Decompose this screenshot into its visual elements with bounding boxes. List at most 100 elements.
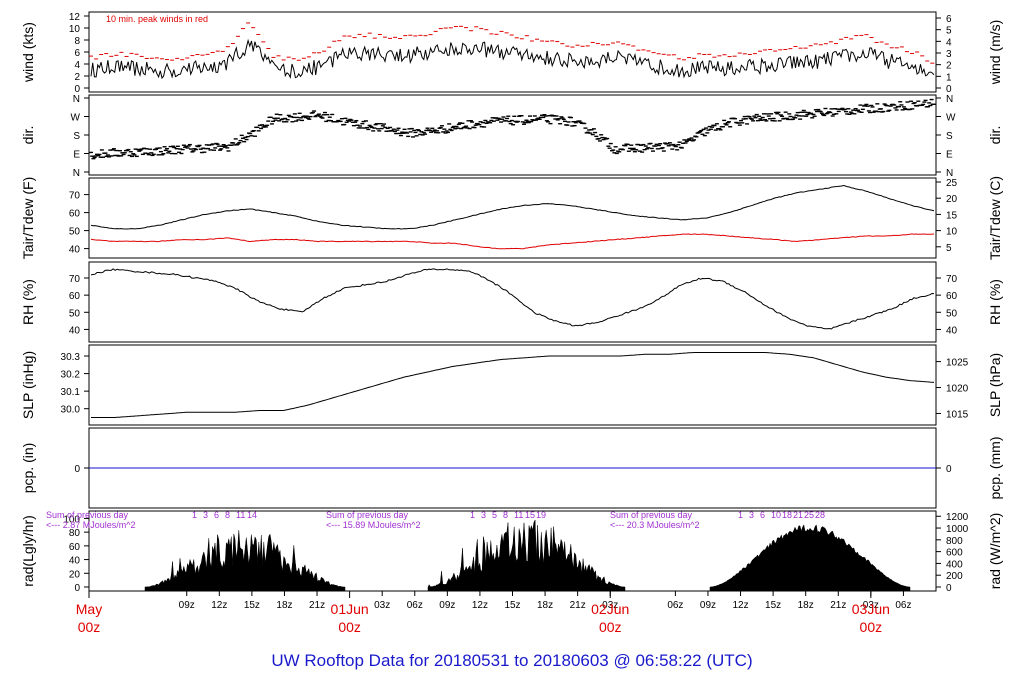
date-tick-hour: 00z (338, 619, 361, 635)
date-tick-day: 02Jun (591, 601, 629, 617)
hour-tick-label: 09z (439, 600, 455, 611)
right-tick-label-rad: 800 (946, 536, 963, 547)
right-tick-label-temp: 15 (946, 210, 958, 221)
right-axis-label-pcp: pcp. (mm) (987, 437, 1003, 500)
date-tick-hour: 00z (599, 619, 622, 635)
peak-wind-series (89, 22, 935, 64)
hour-tick-label: 09z (179, 600, 195, 611)
radiation-hour-label: 10 (771, 510, 781, 520)
panel-frame-temp (88, 177, 937, 259)
right-tick-label-rad: 400 (946, 559, 963, 570)
radiation-hour-label: 11 (514, 510, 523, 520)
hour-tick-label: 06z (895, 600, 911, 611)
radiation-hour-label: 3 (203, 510, 208, 520)
left-axis-label-rh: RH (%) (20, 279, 36, 325)
slp-series-0 (91, 352, 935, 418)
right-tick-label-rad: 1200 (946, 512, 969, 523)
left-tick-label-temp: 40 (69, 245, 81, 256)
right-tick-label-slp: 1025 (946, 358, 969, 369)
left-axis-label-temp: Tair/Tdew (F) (20, 177, 36, 259)
right-axis-label-temp: Tair/Tdew (C) (987, 176, 1003, 260)
right-tick-label-rh: 60 (946, 291, 958, 302)
hour-tick-label: 06z (667, 600, 683, 611)
panel-frame-slp (88, 344, 937, 426)
time-axis (88, 590, 936, 598)
right-tick-label-wind: 2 (946, 61, 952, 72)
radiation-area (144, 530, 346, 592)
left-tick-label-rh: 60 (69, 291, 81, 302)
left-tick-label-slp: 30.1 (61, 387, 81, 398)
right-tick-label-rad: 200 (946, 571, 963, 582)
hour-tick-label: 21z (309, 600, 325, 611)
panel-frame-wind (88, 11, 937, 93)
left-tick-label-temp: 50 (69, 227, 81, 238)
right-tick-label-dir: N (946, 168, 953, 179)
radiation-hour-label: 6 (760, 510, 765, 520)
left-tick-label-dir: S (73, 131, 80, 142)
left-tick-label-rad: 20 (69, 569, 81, 580)
left-tick-label-dir: W (71, 113, 81, 124)
hour-tick-label: 18z (798, 600, 814, 611)
right-tick-label-rh: 70 (946, 274, 958, 285)
right-tick-label-wind: 6 (946, 14, 952, 25)
radiation-hour-label: 6 (214, 510, 219, 520)
hour-tick-label: 12z (732, 600, 748, 611)
right-tick-label-temp: 25 (946, 178, 958, 189)
radiation-hour-label: 18 (782, 510, 792, 520)
hour-tick-label: 12z (211, 600, 227, 611)
right-tick-label-temp: 10 (946, 227, 958, 238)
hour-tick-label: 18z (276, 600, 292, 611)
hour-tick-label: 06z (407, 600, 423, 611)
right-tick-label-dir: W (946, 113, 956, 124)
date-tick-day: 01Jun (331, 601, 369, 617)
right-tick-label-dir: S (946, 131, 953, 142)
left-axis-label-slp: SLP (inHg) (20, 351, 36, 419)
date-tick-day: 03Jun (852, 601, 890, 617)
rh-series-0 (90, 268, 935, 330)
radiation-sum-value: <--- 20.3 MJoules/m^2 (610, 520, 700, 530)
radiation-hour-label: 11 (236, 510, 245, 520)
radiation-hour-label: 1 (738, 510, 743, 520)
left-tick-label-wind: 12 (69, 12, 81, 23)
left-axis-label-dir: dir. (20, 126, 36, 145)
radiation-hour-label: 19 (536, 510, 546, 520)
radiation-sum-label: Sum of previous day (610, 510, 693, 520)
radiation-hour-label: 1 (192, 510, 197, 520)
wind-series (90, 38, 935, 80)
right-axis-label-wind: wind (m/s) (987, 20, 1003, 86)
radiation-sum-label: Sum of previous day (326, 510, 409, 520)
radiation-hour-label: 3 (481, 510, 486, 520)
left-tick-label-rad: 100 (63, 514, 80, 525)
left-axis-label-wind: wind (kts) (20, 22, 36, 83)
chart-title: UW Rooftop Data for 20180531 to 20180603… (271, 651, 752, 670)
right-tick-label-wind: 3 (946, 49, 952, 60)
hour-tick-label: 15z (765, 600, 781, 611)
left-tick-label-temp: 60 (69, 209, 81, 220)
right-tick-label-temp: 20 (946, 194, 958, 205)
chart-series (89, 22, 936, 592)
left-tick-label-dir: N (73, 94, 80, 105)
left-tick-label-dir: E (73, 150, 80, 161)
left-tick-label-wind: 4 (74, 60, 80, 71)
panel-frame-rh (88, 261, 937, 343)
right-tick-label-wind: 4 (946, 37, 952, 48)
radiation-area (427, 519, 626, 592)
right-axis-label-slp: SLP (hPa) (987, 353, 1003, 417)
left-tick-label-wind: 2 (74, 72, 80, 83)
left-axis-label-pcp: pcp. (in) (20, 443, 36, 494)
hour-tick-label: 12z (472, 600, 488, 611)
radiation-sum-value: <--- 2.87 MJoules/m^2 (46, 520, 136, 530)
right-axis-label-rh: RH (%) (987, 279, 1003, 325)
date-tick-hour: 00z (860, 619, 883, 635)
left-tick-label-wind: 8 (74, 36, 80, 47)
radiation-sum-value: <--- 15.89 MJoules/m^2 (326, 520, 421, 530)
hour-tick-label: 03z (374, 600, 390, 611)
right-tick-label-slp: 1020 (946, 384, 969, 395)
radiation-hour-label: 15 (525, 510, 535, 520)
left-tick-label-wind: 6 (74, 48, 80, 59)
right-tick-label-rad: 0 (946, 583, 952, 594)
right-tick-label-slp: 1015 (946, 409, 969, 420)
right-tick-label-dir: E (946, 150, 953, 161)
